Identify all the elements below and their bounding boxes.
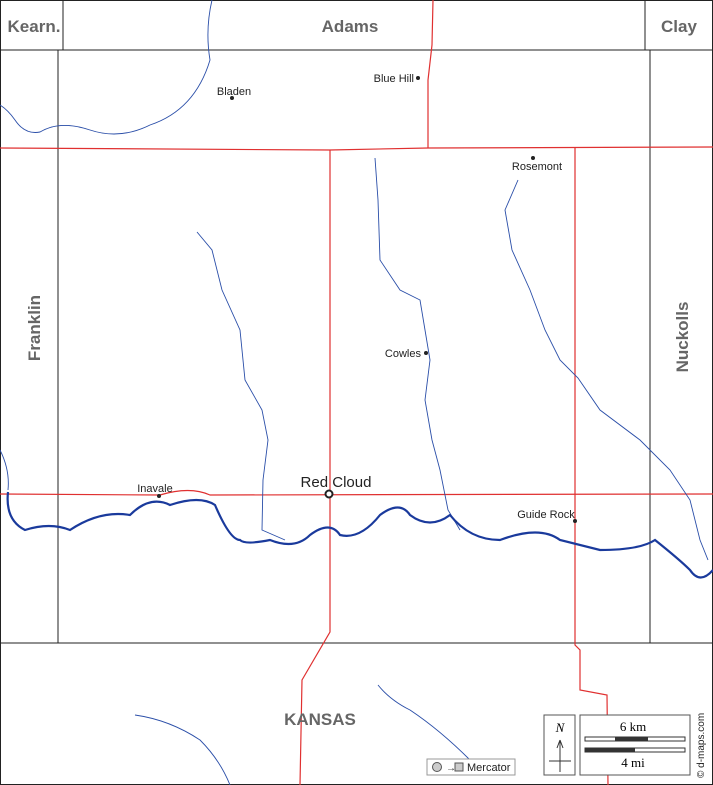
towns: Bladen Blue Hill Rosemont Cowles Inavale… [137,73,577,523]
region-label: Adams [322,17,379,36]
north-label: N [555,720,566,735]
credit: © d-maps.com [696,713,707,778]
region-label: Kearn. [8,17,61,36]
region-label: Franklin [25,295,44,361]
town-label: Bladen [217,86,251,98]
town-label: Rosemont [512,161,562,173]
scale-km: 6 km [620,719,646,734]
republican-river [6,491,713,579]
legend: N 6 km 4 mi → Mercator © d-maps.com [426,713,707,778]
town-label: Inavale [137,483,172,495]
region-label: Nuckolls [673,302,692,373]
svg-text:→: → [446,763,456,774]
scale-mi: 4 mi [621,755,645,770]
region-label: Clay [661,17,697,36]
town-label: Cowles [385,348,422,360]
region-label: KANSAS [284,710,356,729]
town-label: Guide Rock [517,509,575,521]
region-labels: Kearn. Adams Clay Franklin Nuckolls KANS… [8,17,698,729]
projection: Mercator [467,762,511,774]
town-label: Red Cloud [301,474,372,491]
town-label: Blue Hill [374,73,414,85]
